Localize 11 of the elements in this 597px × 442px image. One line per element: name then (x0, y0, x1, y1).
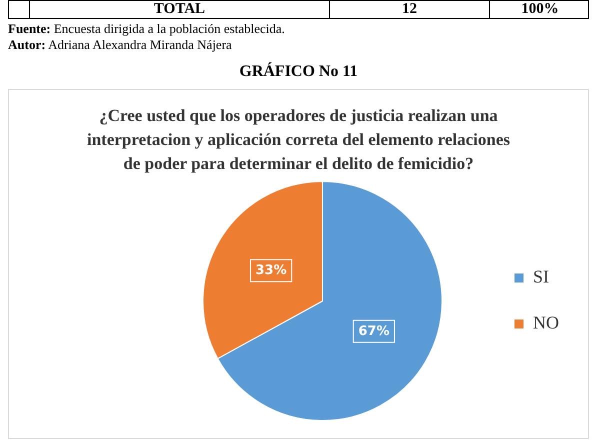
text: 100% (489, 1, 590, 18)
text: Autor: Adriana Alexandra Miranda Nájera (8, 37, 232, 52)
text: TOTAL (29, 1, 329, 18)
text: GRÁFICO No 11 (238, 63, 359, 81)
text: 12 (329, 1, 489, 18)
source-note: Fuente: Encuesta dirigida a la población establecida. (8, 21, 285, 36)
data-label: 33% (256, 262, 287, 278)
chart-title: ¿Cree usted que los operadores de justicia realizan una interpretacion y aplicación correta del elemento relaciones de poder para determinar el delito de femicidio? (86, 105, 511, 175)
data-label: 67% (358, 324, 390, 339)
legend-label: SI (533, 266, 550, 287)
legend-label: NO (533, 312, 559, 333)
